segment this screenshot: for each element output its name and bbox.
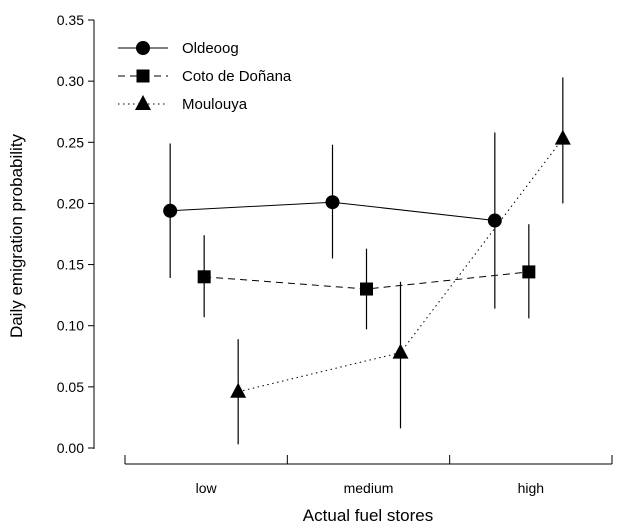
y-tick-label: 0.15 (57, 257, 84, 273)
series-square (197, 224, 536, 330)
plot-area (163, 77, 571, 445)
legend-label: Oldeoog (182, 40, 239, 57)
legend: Oldeoog Coto de Doñana Moulouya (118, 40, 292, 113)
y-tick-label: 0.05 (57, 379, 84, 395)
y-tick-label: 0.10 (57, 318, 84, 334)
y-tick-label: 0.30 (57, 73, 84, 89)
legend-label: Moulouya (182, 96, 248, 113)
x-tick-label: high (518, 480, 544, 496)
y-tick-label: 0.20 (57, 195, 84, 211)
data-point-circle (325, 195, 340, 210)
data-point-triangle (554, 129, 571, 145)
data-point-triangle (230, 382, 247, 398)
series-circle (163, 132, 502, 309)
data-point-circle (163, 203, 178, 218)
series-line (238, 138, 564, 393)
y-tick-label: 0.25 (57, 134, 84, 150)
data-point-square (522, 265, 536, 279)
x-axis: low medium high (124, 455, 613, 496)
y-axis-title: Daily emigration probability (7, 133, 26, 338)
y-tick-label: 0.35 (57, 12, 84, 28)
legend-marker-triangle (135, 95, 151, 110)
x-tick-label: low (196, 480, 218, 496)
x-axis-title: Actual fuel stores (303, 506, 433, 525)
series-triangle (230, 77, 571, 445)
y-axis: 0.00 0.05 0.10 0.15 0.20 0.25 0.30 0.35 (57, 12, 95, 456)
x-tick-label: medium (344, 480, 394, 496)
legend-label: Coto de Doñana (182, 68, 292, 85)
y-tick-label: 0.00 (57, 440, 84, 456)
data-point-circle (487, 213, 502, 228)
data-point-triangle (392, 343, 409, 359)
legend-marker-square (136, 69, 150, 83)
data-point-square (360, 282, 373, 296)
legend-marker-circle (136, 41, 150, 55)
data-point-square (197, 270, 211, 284)
